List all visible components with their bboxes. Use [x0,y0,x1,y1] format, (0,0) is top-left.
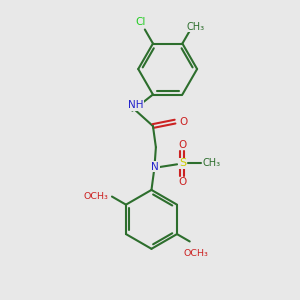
Text: NH: NH [128,100,143,110]
Text: OCH₃: OCH₃ [183,249,208,258]
Text: O: O [178,140,187,150]
Text: CH₃: CH₃ [203,158,221,168]
Text: O: O [178,177,187,187]
Text: O: O [179,117,188,127]
Text: Cl: Cl [135,17,146,28]
Text: S: S [179,158,186,168]
Text: OCH₃: OCH₃ [83,192,108,201]
Text: N: N [152,162,159,172]
Text: CH₃: CH₃ [186,22,204,32]
